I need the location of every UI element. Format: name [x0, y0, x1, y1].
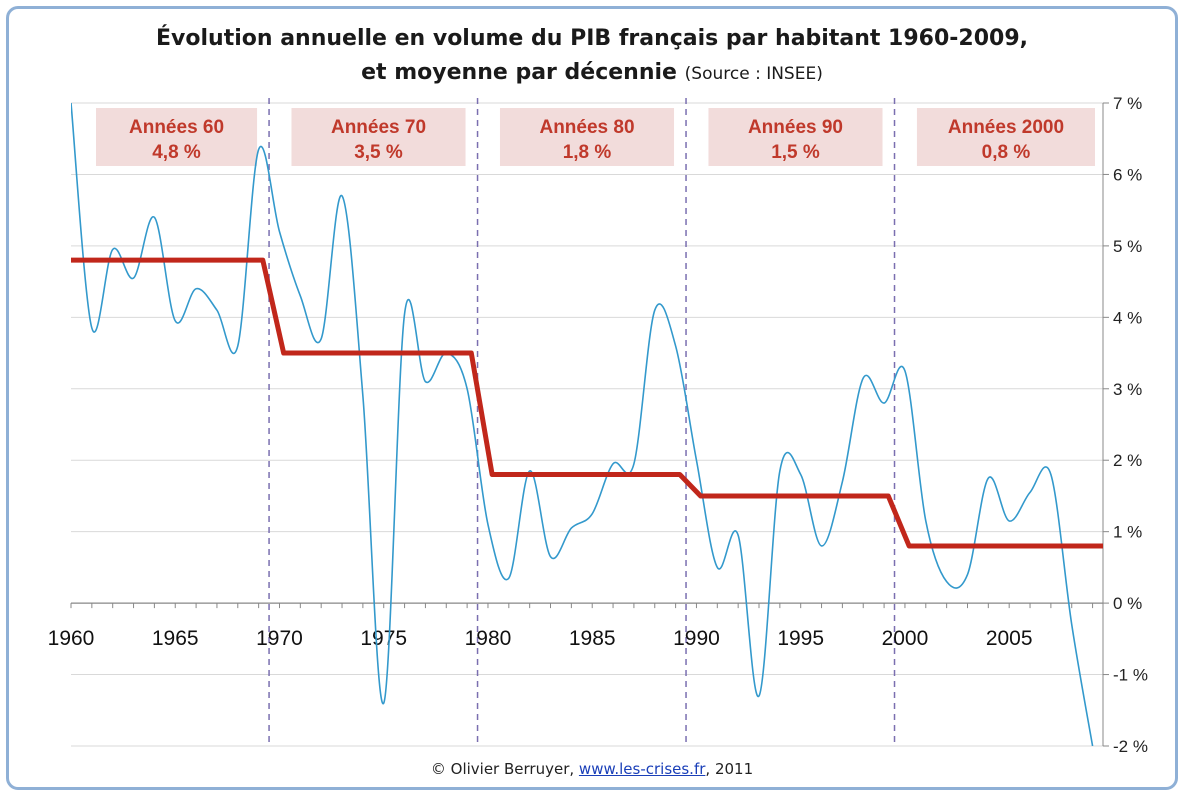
footer: © Olivier Berruyer, www.les-crises.fr, 2… — [0, 760, 1184, 778]
y-tick-label: 4 % — [1113, 308, 1142, 327]
footer-suffix: , 2011 — [705, 760, 754, 778]
y-tick-label: 5 % — [1113, 237, 1142, 256]
y-tick-label: 0 % — [1113, 594, 1142, 613]
decade-average: 1,5 % — [771, 142, 820, 163]
chart-source: (Source : INSEE) — [684, 64, 823, 84]
decade-average: 1,8 % — [563, 142, 612, 163]
y-tick-label: 6 % — [1113, 165, 1142, 184]
decade-average: 4,8 % — [152, 142, 201, 163]
decade-average: 0,8 % — [982, 142, 1031, 163]
decade-box — [499, 108, 675, 166]
y-tick-label: 7 % — [1113, 94, 1142, 113]
x-tick-label: 1985 — [569, 627, 616, 650]
decade-box — [96, 108, 258, 166]
y-tick-label: -1 % — [1113, 666, 1148, 685]
x-tick-label: 2000 — [882, 627, 929, 650]
gdp-per-capita-line — [71, 103, 1094, 746]
x-tick-label: 1990 — [673, 627, 720, 650]
decade-box — [291, 108, 466, 166]
x-tick-label: 1970 — [256, 627, 303, 650]
x-tick-label: 1995 — [777, 627, 824, 650]
footer-prefix: © Olivier Berruyer, — [430, 760, 575, 778]
decade-box — [916, 108, 1095, 166]
decade-label: Années 70 — [331, 117, 426, 138]
footer-link[interactable]: www.les-crises.fr — [578, 760, 706, 778]
decade-label: Années 60 — [129, 117, 224, 138]
x-tick-label: 1980 — [465, 627, 512, 650]
x-tick-label: 2005 — [986, 627, 1033, 650]
x-tick-label: 1960 — [48, 627, 95, 650]
chart-subtitle-line: et moyenne par décennie (Source : INSEE) — [0, 60, 1184, 85]
decade-label: Années 80 — [539, 117, 634, 138]
y-tick-label: 1 % — [1113, 523, 1142, 542]
x-tick-label: 1965 — [152, 627, 199, 650]
y-tick-label: 3 % — [1113, 380, 1142, 399]
decade-box — [708, 108, 883, 166]
y-tick-label: 2 % — [1113, 451, 1142, 470]
decade-label: Années 2000 — [948, 117, 1064, 138]
x-tick-label: 1975 — [360, 627, 407, 650]
chart-title: Évolution annuelle en volume du PIB fran… — [156, 26, 1028, 51]
chart-subtitle: et moyenne par décennie — [361, 60, 677, 85]
decade-average: 3,5 % — [354, 142, 403, 163]
y-tick-label: -2 % — [1113, 737, 1148, 756]
decade-average-line — [71, 257, 1103, 549]
decade-label: Années 90 — [748, 117, 843, 138]
